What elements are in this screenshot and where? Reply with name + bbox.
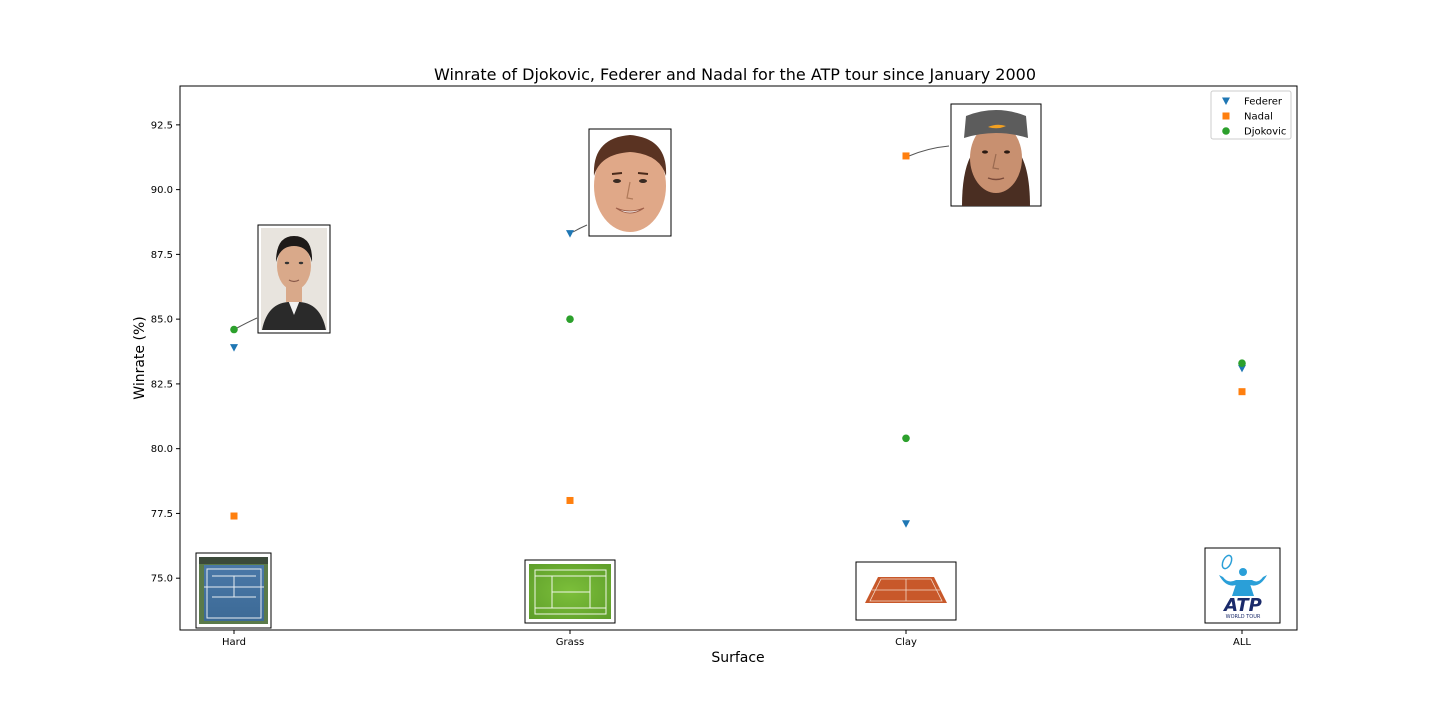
y-axis: 75.0 77.5 80.0 82.5 85.0 87.5 90.0 92.5 xyxy=(151,120,180,585)
point-federer-all xyxy=(1238,364,1246,373)
legend-label-djokovic: Djokovic xyxy=(1244,127,1286,138)
point-nadal-all xyxy=(1238,388,1246,396)
y-tick-label: 87.5 xyxy=(151,250,173,261)
atp-world-tour-logo: ATP WORLD TOUR xyxy=(1204,547,1281,624)
federer-photo xyxy=(572,128,672,237)
point-federer-grass xyxy=(566,230,574,238)
chart-title: Winrate of Djokovic, Federer and Nadal f… xyxy=(434,65,1036,84)
y-tick-label: 80.0 xyxy=(151,444,173,455)
y-tick-label: 90.0 xyxy=(151,185,173,196)
legend: Federer Nadal Djokovic xyxy=(1210,90,1292,140)
x-tick-label: Hard xyxy=(222,637,246,648)
y-tick-label: 82.5 xyxy=(151,379,173,390)
point-djokovic-all xyxy=(1238,359,1246,367)
legend-marker-djokovic xyxy=(1222,127,1230,135)
point-djokovic-grass xyxy=(566,315,574,323)
y-tick-label: 75.0 xyxy=(151,574,173,585)
point-federer-clay xyxy=(902,520,910,528)
x-tick-label: Grass xyxy=(556,637,584,648)
clay-court-icon xyxy=(855,561,957,621)
hard-court-icon xyxy=(195,552,272,629)
y-tick-label: 77.5 xyxy=(151,509,173,520)
point-nadal-grass xyxy=(566,496,574,504)
x-tick-label: Clay xyxy=(895,637,917,648)
svg-text:WORLD TOUR: WORLD TOUR xyxy=(1226,614,1261,620)
y-axis-label: Winrate (%) xyxy=(132,316,148,399)
legend-marker-nadal xyxy=(1222,112,1230,120)
point-djokovic-hard xyxy=(230,325,238,334)
data-marks xyxy=(230,152,1246,528)
x-tick-label: ALL xyxy=(1233,637,1251,648)
djokovic-photo xyxy=(236,224,331,334)
plot-area xyxy=(179,85,1298,631)
legend-marker-federer xyxy=(1222,97,1230,105)
point-nadal-clay xyxy=(902,152,910,160)
svg-text:ATP: ATP xyxy=(1222,595,1262,616)
legend-label-federer: Federer xyxy=(1244,97,1283,108)
y-tick-label: 85.0 xyxy=(151,315,173,326)
point-federer-hard xyxy=(230,344,238,352)
point-nadal-hard xyxy=(230,512,238,520)
legend-label-nadal: Nadal xyxy=(1244,112,1273,123)
nadal-photo xyxy=(908,103,1042,207)
point-djokovic-clay xyxy=(902,434,910,443)
grass-court-icon xyxy=(524,559,616,624)
y-tick-label: 92.5 xyxy=(151,120,173,131)
x-axis-label: Surface xyxy=(711,650,764,666)
x-axis: Hard Grass Clay ALL xyxy=(222,630,1251,648)
